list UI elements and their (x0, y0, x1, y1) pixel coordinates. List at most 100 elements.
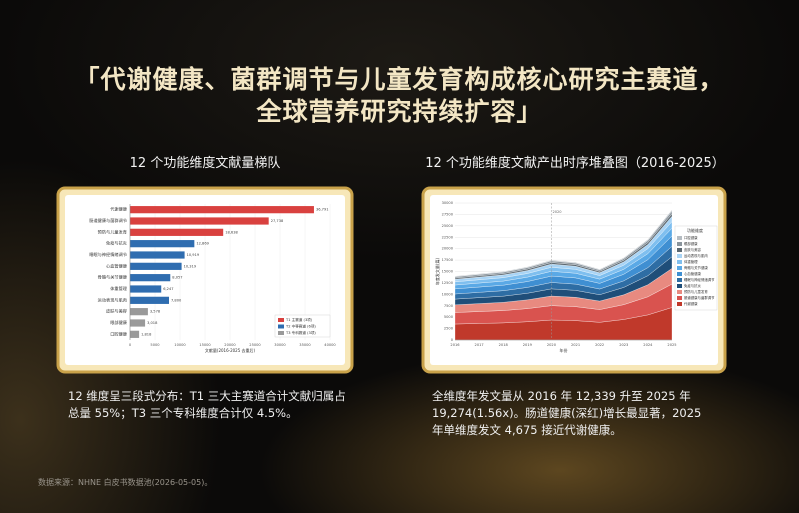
x-tick-label: 2023 (619, 343, 628, 347)
caption: 全维度年发文量从 2016 年 12,339 升至 2025 年 19,274(… (432, 389, 702, 437)
y-tick-label: 22500 (442, 235, 454, 239)
y-tick-label: 7500 (444, 304, 454, 308)
y-tick-label: 肠道健康与菌群调节 (89, 217, 127, 224)
bar (130, 308, 148, 316)
x-tick-label: 25000 (249, 343, 261, 347)
x-tick-label: 2025 (667, 343, 676, 347)
x-tick-label: 2017 (475, 343, 484, 347)
value-label: 36,791 (316, 208, 329, 212)
slide-title: 「代谢健康、菌群调节与儿童发育构成核心研究主赛道， (74, 65, 725, 94)
value-label: 1,818 (141, 332, 152, 336)
legend-box (274, 314, 331, 338)
y-tick-label: 眼部健康 (110, 319, 128, 326)
legend-label: T2 中等赛道 (6项) (285, 324, 316, 329)
x-tick-label: 2018 (499, 343, 509, 347)
legend-label: 免疫与抗炎 (684, 283, 702, 288)
legend-swatch (278, 324, 284, 329)
x-tick-label: 35000 (299, 343, 311, 347)
legend-label: 心血管健康 (684, 271, 702, 276)
y-tick-label: 20000 (442, 247, 454, 251)
legend-swatch (677, 290, 682, 294)
legend-swatch (677, 236, 682, 240)
x-axis-label: 年份 (560, 347, 568, 353)
legend-label: 口腔健康 (684, 235, 698, 240)
x-tick-label: 40000 (324, 343, 336, 347)
y-tick-label: 体重管理 (110, 285, 128, 292)
y-tick-label: 免疫与抗炎 (106, 240, 127, 247)
slide-title: 全球营养研究持续扩容」 (256, 97, 543, 126)
legend-swatch (677, 272, 682, 276)
x-tick-label: 0 (129, 343, 132, 347)
legend-swatch (677, 260, 682, 264)
legend-label: 运动表现与肌肉 (684, 253, 708, 258)
bar (130, 330, 140, 338)
bar (130, 262, 182, 270)
legend-label: T3 专科赛道 (3项) (285, 330, 316, 335)
y-axis-label: 年度发文量(篇) (434, 258, 440, 286)
bar (130, 251, 185, 259)
value-label: 27,738 (271, 219, 284, 223)
y-tick-label: 代谢健康 (110, 206, 128, 213)
y-tick-label: 5000 (444, 315, 454, 319)
value-label: 8,057 (172, 276, 182, 280)
value-label: 10,919 (187, 253, 200, 257)
legend-label: 肠道健康与菌群调节 (684, 295, 715, 300)
y-tick-label: 15000 (442, 270, 454, 274)
legend-swatch (677, 242, 682, 246)
x-tick-label: 5000 (150, 343, 160, 347)
area (454, 209, 673, 277)
y-tick-label: 30000 (442, 201, 454, 205)
x-tick-label: 2019 (523, 343, 533, 347)
y-tick-label: 27500 (442, 212, 454, 216)
chart-heading: 12 个功能维度文献量梯队 (129, 156, 281, 171)
annotation: 2020 (552, 210, 562, 214)
y-tick-label: 口腔健康 (110, 330, 128, 337)
bar (130, 240, 195, 248)
value-label: 3,578 (150, 310, 161, 314)
x-tick-label: 15000 (199, 343, 211, 347)
y-tick-label: 预防与儿童发育 (98, 228, 127, 235)
x-tick-label: 2024 (643, 343, 653, 347)
legend-swatch (677, 284, 682, 288)
source-note: 数据来源：NHNE 白皮书数据池(2026-05-05)。 (38, 478, 213, 487)
legend-label: 皮肤与美容 (684, 247, 702, 252)
x-tick-label: 2020 (547, 343, 557, 347)
legend-swatch (677, 254, 682, 258)
value-label: 12,869 (196, 242, 209, 246)
legend-swatch (677, 278, 682, 282)
legend-swatch (677, 296, 682, 300)
y-tick-label: 25000 (442, 224, 454, 228)
y-tick-label: 皮肤与美容 (106, 308, 127, 315)
legend-label: T1 主赛道 (3项) (285, 317, 313, 322)
bar (130, 296, 169, 304)
value-label: 7,800 (171, 298, 182, 302)
legend-swatch (278, 318, 284, 322)
value-label: 10,319 (184, 264, 197, 268)
caption: 12 维度呈三段式分布：T1 三大主赛道合计文献归属占总量 55%；T3 三个专… (68, 389, 346, 420)
value-label: 18,638 (225, 230, 238, 234)
legend-label: 预防与儿童发育 (684, 289, 708, 294)
x-tick-label: 2016 (450, 343, 460, 347)
y-tick-label: 17500 (442, 258, 454, 262)
bar (130, 228, 224, 236)
bar (130, 217, 269, 225)
y-tick-label: 骨骼与关节健康 (98, 274, 128, 281)
y-tick-label: 0 (451, 338, 454, 342)
value-label: 3,018 (147, 321, 158, 325)
y-tick-label: 心血管健康 (106, 262, 128, 269)
legend-label: 眼部健康 (684, 241, 698, 246)
legend-swatch (677, 266, 682, 270)
legend-swatch (677, 248, 682, 252)
y-tick-label: 运动表现与肌肉 (98, 296, 127, 303)
legend-title: 功能维度 (687, 227, 703, 233)
x-tick-label: 30000 (274, 343, 286, 347)
y-tick-label: 10000 (442, 292, 454, 296)
x-tick-label: 10000 (174, 343, 186, 347)
y-tick-label: 12500 (442, 281, 454, 285)
bar (130, 206, 314, 214)
legend-label: 代谢健康 (684, 301, 698, 306)
x-tick-label: 2021 (571, 343, 580, 347)
bar (130, 285, 162, 293)
